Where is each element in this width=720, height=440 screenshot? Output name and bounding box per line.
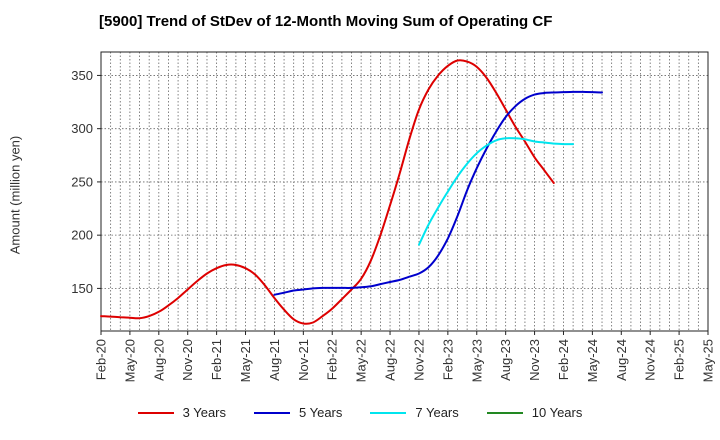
y-tick-label: 150 — [71, 281, 93, 296]
x-tick-label: Aug-23 — [498, 339, 513, 381]
series-line-5-years — [273, 90, 603, 296]
y-tick-label: 350 — [71, 68, 93, 83]
series-line-7-years — [418, 137, 575, 246]
legend-label: 10 Years — [531, 405, 583, 420]
x-tick-label: Nov-20 — [180, 339, 195, 381]
x-tick-label: Feb-23 — [440, 339, 455, 380]
x-tick-label: Feb-22 — [325, 339, 340, 380]
x-tick-label: May-21 — [238, 339, 253, 382]
legend: 3 Years 5 Years 7 Years 10 Years — [0, 405, 720, 420]
chart-title: [5900] Trend of StDev of 12-Month Moving… — [99, 13, 553, 30]
x-tick-label: Aug-24 — [614, 339, 629, 381]
x-tick-label: Nov-21 — [296, 339, 311, 381]
x-tick-label: Aug-21 — [267, 339, 282, 381]
legend-item-7-years: 7 Years — [370, 405, 459, 420]
legend-item-10-years: 10 Years — [486, 405, 583, 420]
plot-frame — [100, 51, 709, 332]
legend-label: 7 Years — [415, 405, 459, 420]
legend-item-5-years: 5 Years — [254, 405, 342, 420]
x-tick-label: May-22 — [354, 339, 369, 382]
y-tick-label: 200 — [71, 228, 93, 243]
x-tick-label: Aug-20 — [151, 339, 166, 381]
legend-swatch — [370, 411, 407, 414]
x-tick-label: Feb-20 — [94, 339, 109, 380]
x-tick-label: May-24 — [585, 339, 600, 382]
x-tick-label: Feb-24 — [556, 339, 571, 380]
legend-swatch — [137, 411, 174, 414]
y-tick-label: 300 — [71, 121, 93, 136]
legend-label: 3 Years — [182, 405, 226, 420]
series-line-3-years — [100, 59, 555, 325]
legend-swatch — [486, 411, 523, 414]
x-tick-label: May-23 — [469, 339, 484, 382]
x-tick-label: Nov-24 — [643, 339, 658, 381]
legend-swatch — [254, 411, 290, 414]
x-tick-label: Feb-25 — [672, 339, 687, 380]
x-tick-label: Feb-21 — [209, 339, 224, 380]
x-tick-label: Nov-22 — [411, 339, 426, 381]
legend-label: 5 Years — [299, 405, 343, 420]
x-tick-label: Aug-22 — [383, 339, 398, 381]
legend-item-3-years: 3 Years — [137, 405, 226, 420]
x-tick-label: May-20 — [122, 339, 137, 382]
x-tick-label: Nov-23 — [527, 339, 542, 381]
y-tick-label: 250 — [71, 174, 93, 189]
plot-background — [101, 52, 708, 331]
x-tick-label: May-25 — [701, 339, 716, 382]
